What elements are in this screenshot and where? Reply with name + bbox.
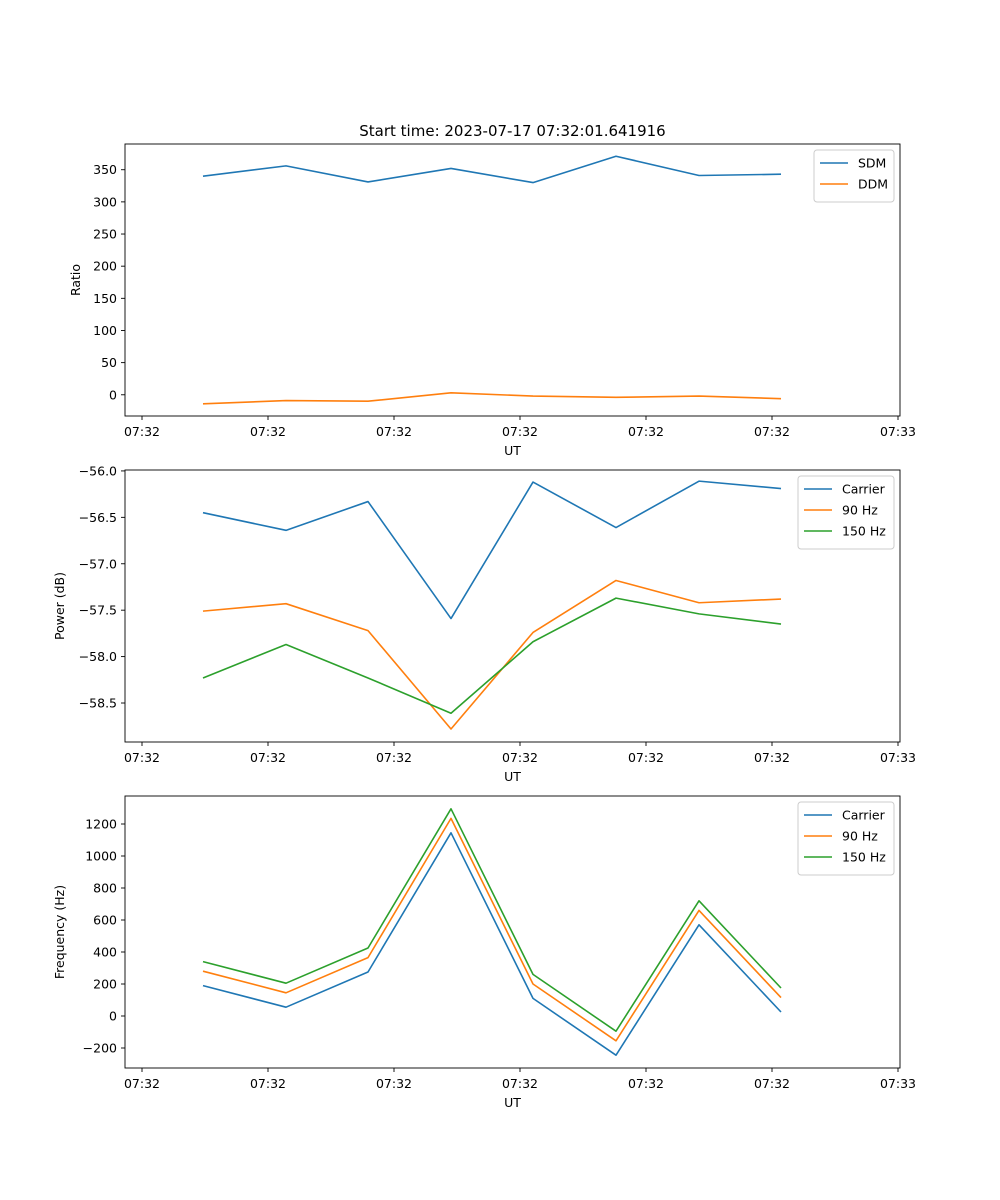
subplot-3: −200 0 200 400 600 800 1000 1200 07:32 07:32 07:32… bbox=[52, 795, 916, 1110]
y-tick-label: 200 bbox=[93, 977, 117, 992]
x-tick-label: 07:32 bbox=[628, 750, 664, 765]
x-axis-label: UT bbox=[504, 1095, 521, 1110]
y-tick-label: 300 bbox=[93, 194, 117, 209]
x-axis-label: UT bbox=[504, 769, 521, 784]
series-line-150-hz bbox=[202, 597, 782, 715]
series-line-carrier bbox=[202, 480, 782, 620]
x-tick-label: 07:32 bbox=[502, 750, 538, 765]
x-tick-label: 07:33 bbox=[880, 1076, 916, 1091]
x-tick-label: 07:33 bbox=[880, 424, 916, 439]
x-tick-label: 07:32 bbox=[250, 1076, 286, 1091]
legend-entry-90-hz: 90 Hz bbox=[842, 829, 878, 844]
y-tick-label: 1000 bbox=[85, 849, 117, 864]
y-tick-label: 100 bbox=[93, 323, 117, 338]
y-tick-label: 200 bbox=[93, 259, 117, 274]
y-tick-label: 250 bbox=[93, 227, 117, 242]
chart-title: Start time: 2023-07-17 07:32:01.641916 bbox=[359, 122, 665, 140]
series-line-ddm bbox=[202, 392, 782, 405]
y-tick-label: 800 bbox=[93, 881, 117, 896]
legend: Carrier 90 Hz 150 Hz bbox=[797, 475, 895, 550]
x-tick-label: 07:32 bbox=[124, 1076, 160, 1091]
axes-frame bbox=[124, 795, 901, 1069]
y-axis-label: Power (dB) bbox=[52, 572, 67, 640]
axes-frame bbox=[124, 143, 901, 417]
series-line-carrier bbox=[202, 831, 782, 1056]
x-tick-label: 07:32 bbox=[628, 424, 664, 439]
y-tick-label: 0 bbox=[109, 1009, 117, 1024]
x-tick-label: 07:32 bbox=[376, 750, 412, 765]
x-tick-label: 07:32 bbox=[754, 424, 790, 439]
y-tick-label: −56.5 bbox=[79, 510, 117, 525]
y-tick-label: −57.0 bbox=[79, 556, 117, 571]
legend-entry-150-hz: 150 Hz bbox=[842, 524, 886, 539]
x-tick-label: 07:32 bbox=[754, 750, 790, 765]
series-line-90-hz bbox=[202, 817, 782, 1042]
x-axis-label: UT bbox=[504, 443, 521, 458]
legend-entry-90-hz: 90 Hz bbox=[842, 503, 878, 518]
y-tick-label: −58.0 bbox=[79, 649, 117, 664]
legend-entry-ddm: DDM bbox=[858, 177, 888, 192]
y-tick-label: 350 bbox=[93, 162, 117, 177]
x-tick-label: 07:33 bbox=[880, 750, 916, 765]
y-axis-label: Frequency (Hz) bbox=[52, 885, 67, 979]
axes-frame bbox=[124, 469, 901, 743]
series-line-90-hz bbox=[202, 579, 782, 730]
x-tick-label: 07:32 bbox=[376, 1076, 412, 1091]
series-line-sdm bbox=[202, 155, 782, 184]
legend-entry-sdm: SDM bbox=[858, 156, 886, 171]
x-tick-label: 07:32 bbox=[502, 1076, 538, 1091]
x-tick-label: 07:32 bbox=[250, 750, 286, 765]
y-tick-label: 150 bbox=[93, 291, 117, 306]
y-tick-label: 50 bbox=[101, 355, 117, 370]
y-tick-label: −58.5 bbox=[79, 696, 117, 711]
x-tick-label: 07:32 bbox=[376, 424, 412, 439]
y-tick-label: 400 bbox=[93, 945, 117, 960]
x-tick-label: 07:32 bbox=[124, 750, 160, 765]
y-tick-label: 0 bbox=[109, 387, 117, 402]
legend-entry-carrier: Carrier bbox=[842, 482, 886, 497]
y-tick-label: 600 bbox=[93, 913, 117, 928]
legend: SDM DDM bbox=[813, 149, 895, 203]
y-tick-label: 1200 bbox=[85, 817, 117, 832]
y-axis-label: Ratio bbox=[68, 264, 83, 296]
series-line-150-hz bbox=[202, 807, 782, 1032]
subplot-1: Start time: 2023-07-17 07:32:01.641916 0 5… bbox=[68, 122, 916, 458]
x-tick-label: 07:32 bbox=[502, 424, 538, 439]
x-tick-label: 07:32 bbox=[628, 1076, 664, 1091]
legend-entry-150-hz: 150 Hz bbox=[842, 850, 886, 865]
x-tick-label: 07:32 bbox=[124, 424, 160, 439]
subplot-2: −58.5 −58.0 −57.5 −57.0 −56.5 −56.0 07:32 07:32… bbox=[52, 463, 916, 784]
x-tick-label: 07:32 bbox=[754, 1076, 790, 1091]
y-tick-label: −56.0 bbox=[79, 463, 117, 478]
x-tick-label: 07:32 bbox=[250, 424, 286, 439]
legend: Carrier 90 Hz 150 Hz bbox=[797, 801, 895, 876]
legend-entry-carrier: Carrier bbox=[842, 808, 886, 823]
y-tick-label: −57.5 bbox=[79, 603, 117, 618]
y-tick-label: −200 bbox=[83, 1041, 117, 1056]
